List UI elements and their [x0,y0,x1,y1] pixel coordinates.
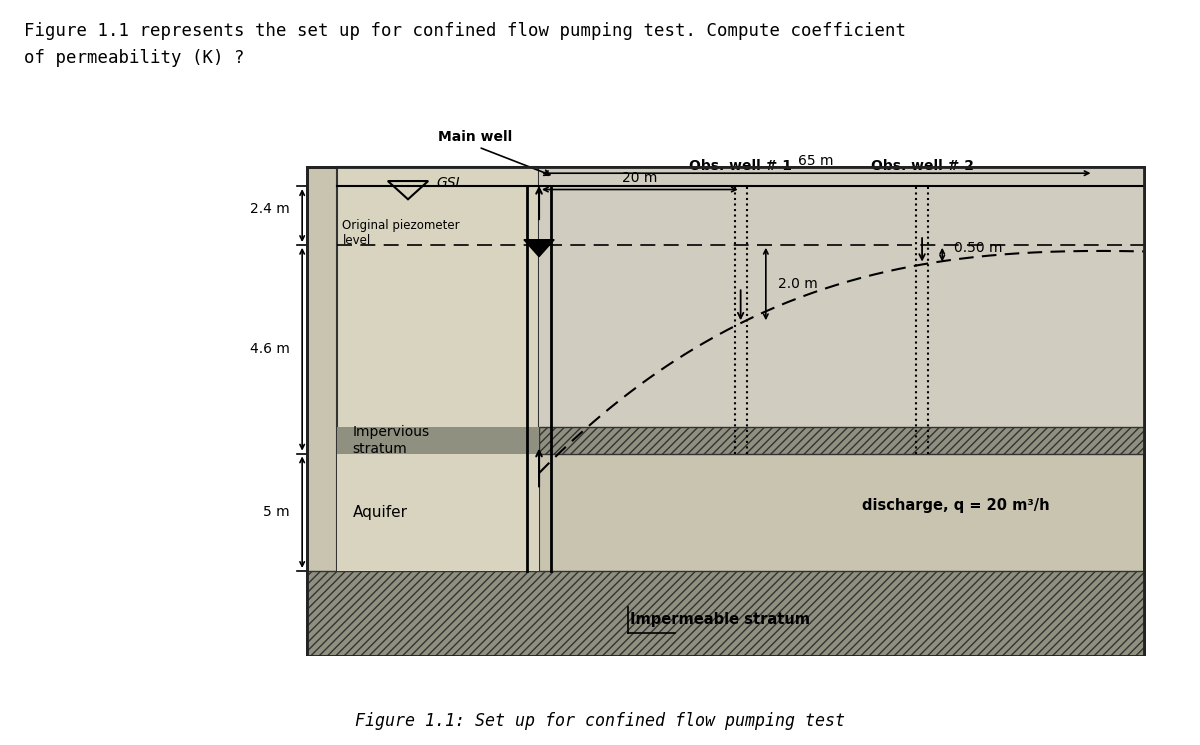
Text: Obs. well # 2: Obs. well # 2 [870,159,973,174]
Text: Aquifer: Aquifer [353,504,408,520]
Text: Impermeable stratum: Impermeable stratum [630,612,810,627]
Text: Impervious
stratum: Impervious stratum [353,425,430,456]
Bar [539,428,1144,454]
Bar [307,167,1144,656]
Text: 4.6 m: 4.6 m [250,342,290,356]
Text: 65 m: 65 m [798,154,834,168]
Text: Obs. well # 1: Obs. well # 1 [689,159,792,174]
Bar [307,571,1144,656]
Bar [539,167,1144,454]
Bar [337,167,539,656]
Bar [337,428,539,454]
Text: Figure 1.1: Set up for confined flow pumping test: Figure 1.1: Set up for confined flow pum… [355,712,845,730]
Text: 5 m: 5 m [264,505,290,519]
Text: 2.4 m: 2.4 m [251,202,290,216]
Text: Main well: Main well [438,130,512,144]
Polygon shape [524,240,554,256]
Bar [307,167,1144,656]
Text: 20 m: 20 m [622,171,658,185]
Text: discharge, q = 20 m³/h: discharge, q = 20 m³/h [862,498,1049,513]
Text: 2.0 m: 2.0 m [778,277,817,291]
Bar [337,454,539,571]
Text: 0.50 m: 0.50 m [954,241,1003,256]
Text: Original piezometer
level: Original piezometer level [342,219,460,247]
Text: GSL: GSL [437,176,463,190]
Text: Figure 1.1 represents the set up for confined flow pumping test. Compute coeffic: Figure 1.1 represents the set up for con… [24,22,906,67]
